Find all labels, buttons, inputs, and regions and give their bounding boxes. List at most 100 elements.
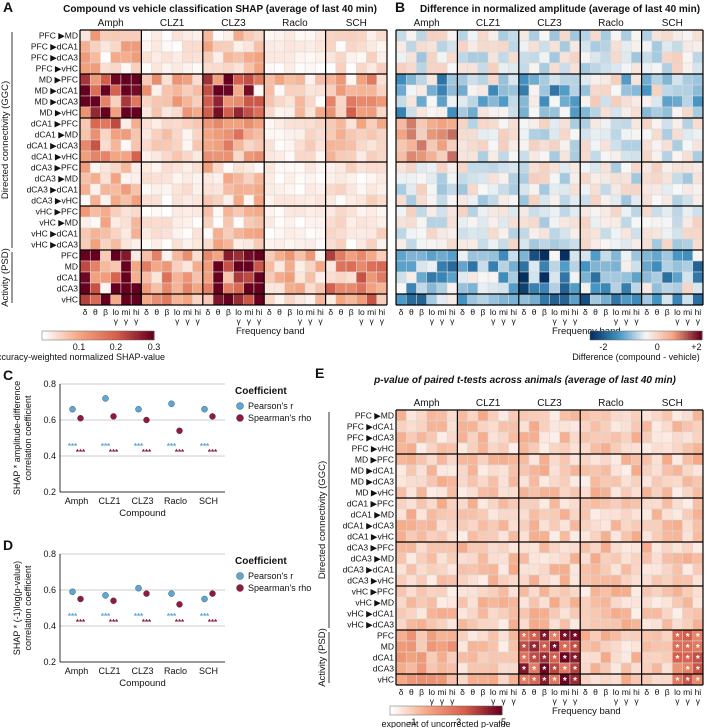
heatmap-cell — [243, 238, 255, 251]
heatmap-cell — [212, 73, 224, 86]
heatmap-cell — [600, 530, 612, 543]
significance-label: *** — [175, 618, 185, 627]
colorbar-frame — [389, 705, 503, 716]
heatmap-cell — [89, 282, 101, 295]
heatmap-cell — [518, 420, 530, 433]
heatmap-cell — [416, 282, 427, 295]
band-tick-label: hi — [572, 687, 579, 697]
colorbar-segment — [654, 331, 658, 340]
colorbar-segment — [476, 706, 481, 715]
heatmap-cell — [539, 409, 550, 422]
heatmap-cell — [426, 161, 438, 174]
heatmap-cell — [161, 172, 173, 185]
heatmap-cell — [151, 227, 163, 240]
band-tick-label: γ — [686, 316, 691, 326]
heatmap-cell — [661, 409, 673, 422]
heatmap-cell — [405, 161, 417, 174]
heatmap-cell — [171, 216, 183, 229]
heatmap-cell — [600, 420, 612, 433]
heatmap-cell — [467, 40, 479, 53]
heatmap-cell — [672, 475, 683, 488]
heatmap-cell — [641, 442, 653, 455]
heatmap-cell — [600, 475, 612, 488]
heatmap-cell — [487, 128, 499, 141]
heatmap-cell — [294, 238, 306, 251]
colorbar-segment — [629, 331, 633, 340]
heatmap-cell — [395, 62, 407, 75]
heatmap-cell — [508, 227, 520, 240]
heatmap-cell — [233, 150, 244, 163]
colorbar-segment — [103, 331, 107, 340]
heatmap-cell — [100, 172, 111, 185]
heatmap-cell — [151, 51, 163, 64]
heatmap-cell — [263, 249, 275, 262]
heatmap-cell — [467, 117, 479, 130]
heatmap-cell — [457, 662, 468, 675]
heatmap-cell — [405, 618, 417, 631]
heatmap-cell — [171, 139, 183, 152]
heatmap-cell — [263, 216, 275, 229]
heatmap-cell — [498, 73, 509, 86]
heatmap-cell — [569, 596, 581, 609]
colorbar-segment — [106, 331, 110, 340]
heatmap-cell — [672, 282, 683, 295]
colorbar-segment — [676, 331, 681, 340]
heatmap-cell — [692, 172, 704, 185]
heatmap-cell — [416, 249, 427, 262]
heatmap-cell — [672, 194, 683, 207]
heatmap-cell — [508, 139, 520, 152]
heatmap-cell — [110, 139, 122, 152]
heatmap-cell — [569, 216, 581, 229]
heatmap-cell — [692, 508, 704, 521]
heatmap-cell — [457, 464, 468, 477]
heatmap-E: Amph CLZ1 CLZ3 Raclo SCH* * * * * * * * ** * * * * * * * ** *… — [317, 398, 704, 717]
heatmap-cell — [110, 51, 122, 64]
heatmap-cell — [223, 216, 234, 229]
heatmap-cell — [600, 106, 612, 119]
heatmap-cell — [590, 227, 601, 240]
heatmap-cell — [672, 662, 683, 675]
heatmap-cell — [498, 194, 509, 207]
heatmap-cell — [477, 629, 489, 642]
colorbar-segment — [499, 706, 503, 715]
heatmap-cell — [590, 596, 601, 609]
heatmap-cell — [110, 95, 122, 108]
heatmap-cell — [202, 106, 214, 119]
band-tick-label: γ — [298, 316, 303, 326]
heatmap-cell — [79, 260, 91, 273]
colorbar-segment — [42, 331, 46, 340]
heatmap-cell — [590, 40, 601, 53]
heatmap-cell — [436, 563, 448, 576]
heatmap-cell — [569, 106, 581, 119]
heatmap-cell — [682, 282, 694, 295]
heatmap-cell — [477, 172, 489, 185]
heatmap-cell — [610, 95, 622, 108]
heatmap-cell — [304, 29, 316, 42]
heatmap-cell — [100, 227, 111, 240]
band-tick-label: hi — [133, 307, 140, 317]
band-tick-label: hi — [510, 687, 517, 697]
data-point — [168, 400, 175, 407]
heatmap-cell — [518, 194, 530, 207]
heatmap-cell — [315, 128, 326, 141]
band-tick-label: δ — [644, 687, 649, 697]
data-point — [209, 590, 216, 597]
heatmap-cell — [426, 227, 438, 240]
heatmap-cell — [212, 117, 224, 130]
heatmap-cell — [315, 106, 326, 119]
row-label: MD — [381, 641, 394, 651]
heatmap-cell — [692, 464, 704, 477]
heatmap-cell — [376, 205, 388, 218]
heatmap-cell — [528, 227, 540, 240]
heatmap-cell — [518, 40, 530, 53]
heatmap-cell — [274, 40, 285, 53]
band-tick-label: lo — [674, 687, 681, 697]
heatmap-cell — [416, 453, 427, 466]
heatmap-cell — [641, 662, 653, 675]
heatmap-cell — [366, 183, 378, 196]
heatmap-cell — [477, 453, 489, 466]
heatmap-cell — [539, 464, 550, 477]
heatmap-cell — [467, 552, 479, 565]
heatmap-cell — [416, 431, 427, 444]
band-tick-label: β — [226, 307, 231, 317]
